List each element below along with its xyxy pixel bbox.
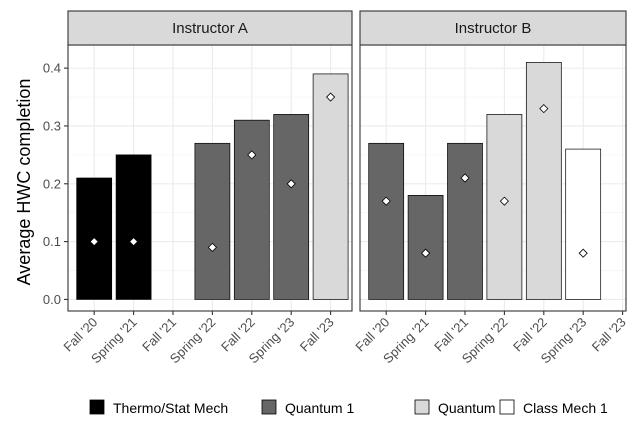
- bar: [486, 114, 523, 300]
- bar: [194, 142, 231, 300]
- point-marker: [247, 150, 257, 160]
- legend: Thermo/Stat Mech Quantum 1 Quantum 2 Class …: [89, 399, 608, 416]
- bar: [407, 194, 444, 300]
- x-tick-label: Fall '23: [297, 315, 337, 355]
- bar: [447, 142, 483, 300]
- point-marker: [539, 104, 549, 114]
- y-axis: 0.0 0.1 0.2 0.3 0.4: [43, 61, 68, 307]
- point-marker: [129, 237, 139, 247]
- point-marker: [89, 237, 99, 247]
- bar: [565, 148, 602, 300]
- x-tick-label: Fall '23: [589, 315, 629, 355]
- bar: [525, 61, 562, 300]
- legend-label: Quantum 1: [285, 400, 354, 416]
- bar: [312, 73, 349, 300]
- legend-swatch: [499, 399, 515, 415]
- y-tick-label: 0.1: [43, 234, 61, 249]
- legend-label: Class Mech 1: [523, 400, 608, 416]
- legend-swatch: [89, 399, 105, 415]
- facet-strip: [67, 10, 353, 46]
- point-marker: [460, 173, 470, 183]
- legend-label: Quantum 2: [438, 400, 507, 416]
- point-marker: [421, 248, 431, 258]
- legend-item: Quantum 1: [261, 399, 354, 416]
- facet-strip-label: Instructor B: [455, 20, 532, 37]
- y-tick-label: 0.3: [43, 118, 61, 133]
- point-marker: [578, 248, 588, 258]
- point-marker: [499, 196, 509, 206]
- facet-strip: [359, 10, 627, 46]
- legend-label: Thermo/Stat Mech: [113, 400, 228, 416]
- point-marker: [286, 179, 296, 189]
- legend-item: Thermo/Stat Mech: [89, 399, 228, 416]
- point-marker: [207, 242, 217, 252]
- y-tick-label: 0.2: [43, 176, 61, 191]
- y-tick-label: 0.4: [43, 61, 61, 76]
- panel-instructor-a: Instructor A: [67, 10, 353, 312]
- legend-item: Class Mech 1: [499, 399, 608, 416]
- facet-strip-label: Instructor A: [172, 20, 248, 37]
- point-marker: [381, 196, 391, 206]
- legend-item: Quantum 2: [414, 399, 507, 416]
- chart-panels: Instructor A Instructor B: [67, 10, 627, 312]
- bar: [233, 119, 270, 300]
- point-marker: [326, 92, 336, 102]
- legend-swatch: [261, 399, 277, 415]
- panel-instructor-b: Instructor B: [359, 10, 627, 312]
- legend-swatch: [414, 399, 430, 415]
- bar: [115, 154, 152, 300]
- y-tick-label: 0.0: [43, 292, 61, 307]
- bar: [368, 142, 405, 300]
- y-axis-title: Average HWC completion: [14, 79, 34, 286]
- bar: [273, 114, 310, 300]
